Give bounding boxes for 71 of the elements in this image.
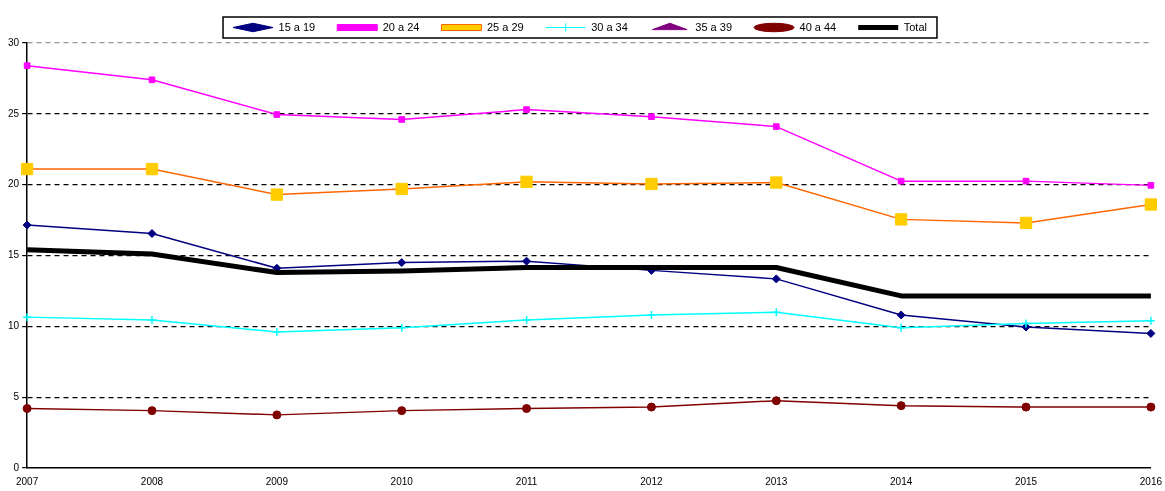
point xyxy=(771,307,782,317)
y-tick-label: 15 xyxy=(8,249,20,261)
point xyxy=(396,323,407,333)
x-tick-label: 2010 xyxy=(390,475,414,487)
point xyxy=(1147,182,1155,189)
point xyxy=(770,176,783,189)
point xyxy=(522,256,532,266)
point xyxy=(1146,402,1156,412)
point xyxy=(23,62,31,69)
legend-label: 30 a 34 xyxy=(591,20,628,33)
x-tick-label: 2016 xyxy=(1139,475,1163,487)
legend-label: 40 a 44 xyxy=(799,20,837,33)
point xyxy=(646,310,657,320)
y-tick-label: 5 xyxy=(13,390,20,402)
point xyxy=(521,315,532,325)
point xyxy=(147,229,157,239)
point xyxy=(523,106,530,113)
y-tick-label: 25 xyxy=(8,107,20,119)
point xyxy=(397,406,407,416)
legend-label: 20 a 24 xyxy=(382,20,420,33)
legend-label: 25 a 29 xyxy=(486,20,524,33)
legend-label: Total xyxy=(903,20,927,33)
x-tick-label: 2011 xyxy=(515,475,538,487)
y-tick-label: 0 xyxy=(13,461,20,473)
x-tick-label: 2013 xyxy=(765,475,788,487)
point xyxy=(896,323,906,333)
point xyxy=(398,116,406,123)
point xyxy=(1021,402,1031,412)
point xyxy=(395,182,408,196)
y-tick-label: 20 xyxy=(8,178,20,190)
point xyxy=(772,123,780,130)
point xyxy=(272,327,282,337)
point xyxy=(270,188,283,201)
point xyxy=(22,312,32,322)
point xyxy=(896,401,906,411)
y-tick-label: 30 xyxy=(8,36,20,48)
point xyxy=(22,404,32,413)
point xyxy=(148,76,156,84)
point xyxy=(520,175,533,188)
point xyxy=(648,113,655,120)
point xyxy=(895,213,908,226)
x-tick-label: 2007 xyxy=(16,475,39,487)
x-tick-label: 2008 xyxy=(140,475,164,487)
point xyxy=(273,111,281,118)
point xyxy=(896,310,906,320)
x-tick-label: 2015 xyxy=(1014,475,1038,487)
point xyxy=(645,177,658,191)
point xyxy=(1021,318,1031,329)
legend-label: 35 a 39 xyxy=(695,20,733,33)
point xyxy=(20,162,34,176)
point xyxy=(1146,328,1156,338)
point xyxy=(771,396,781,406)
point xyxy=(147,406,157,416)
point xyxy=(522,404,532,413)
point xyxy=(646,402,656,412)
point xyxy=(1019,216,1033,230)
point xyxy=(897,177,905,185)
x-tick-label: 2009 xyxy=(265,475,289,487)
point xyxy=(1144,198,1158,211)
point xyxy=(1146,315,1156,326)
point xyxy=(147,315,157,325)
point xyxy=(771,274,781,284)
point xyxy=(397,258,407,268)
x-tick-label: 2014 xyxy=(890,475,913,487)
point xyxy=(22,220,32,230)
legend-label: 15 a 19 xyxy=(278,20,316,33)
y-tick-label: 10 xyxy=(8,320,20,332)
point xyxy=(1022,177,1030,185)
point xyxy=(145,162,159,176)
x-tick-label: 2012 xyxy=(640,475,663,487)
point xyxy=(272,410,282,420)
